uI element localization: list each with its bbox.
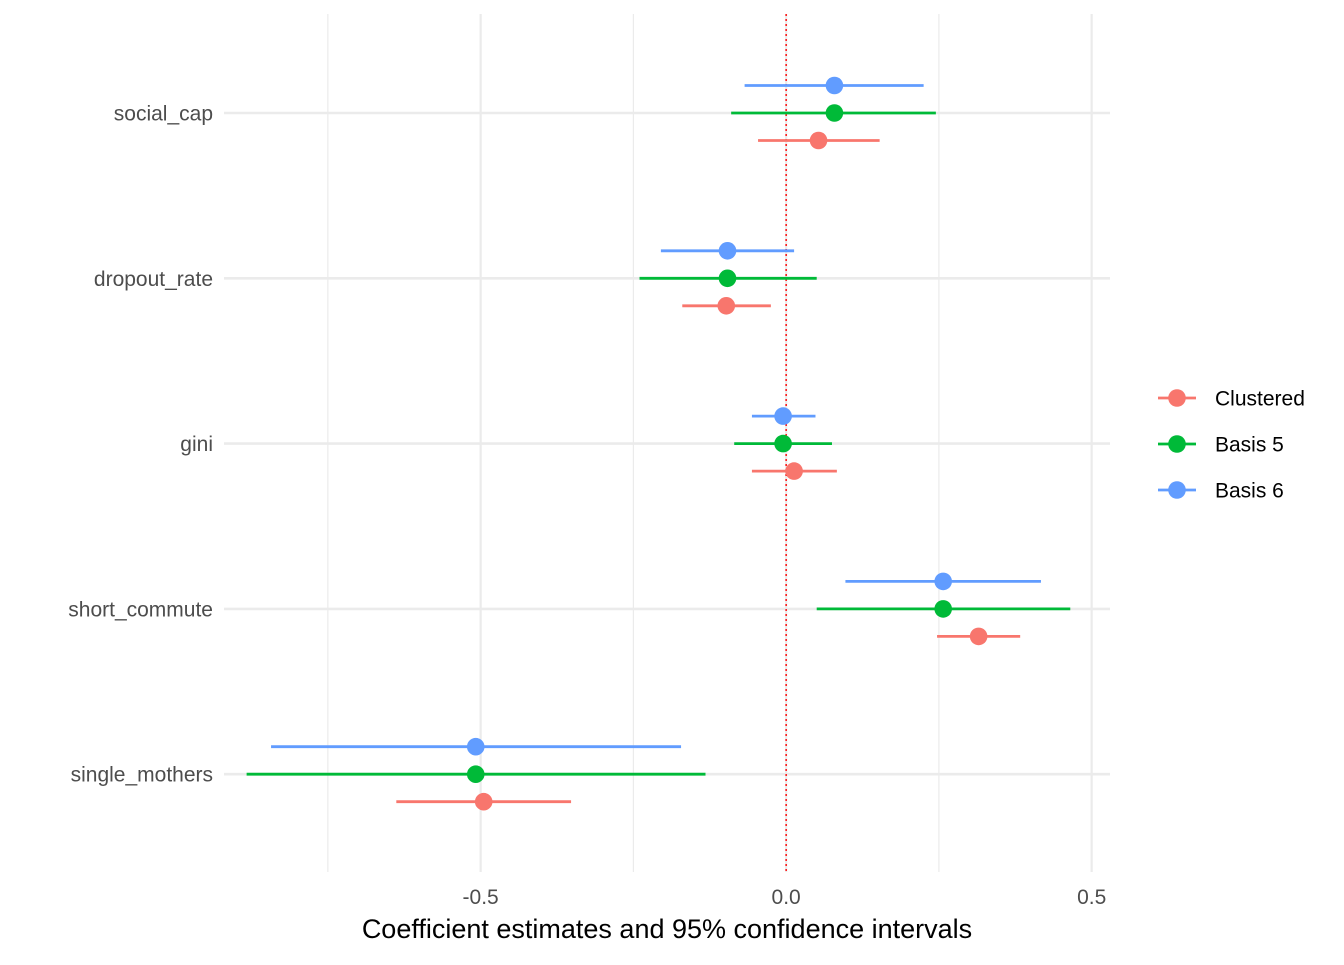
estimate-point-clustered-gini [785,462,803,480]
x-tick-label: 0.0 [772,886,801,909]
estimate-point-basis-5-single-mothers [466,765,485,783]
estimate-point-basis-6-social-cap [825,76,844,95]
data-layer [246,76,1071,811]
legend-item-basis-5: Basis 5 [1158,434,1284,457]
y-tick-label-short-commute: short_commute [68,598,213,621]
y-tick-label-single-mothers: single_mothers [71,764,213,787]
estimate-point-clustered-short-commute [969,627,988,646]
x-tick-label: 0.5 [1077,886,1106,909]
y-tick-label-gini: gini [180,433,213,456]
x-tick-label: -0.5 [463,886,499,909]
y-tick-label-social-cap: social_cap [114,103,213,126]
grid-layer [224,14,1110,872]
legend: Clustered Basis 5 Basis 6 [1158,388,1305,503]
estimate-point-basis-5-social-cap [825,104,844,122]
estimate-point-basis-6-gini [774,407,792,425]
legend-item-clustered: Clustered [1158,388,1305,411]
estimate-point-clustered-social-cap [809,131,828,150]
estimate-point-clustered-dropout-rate [717,297,736,315]
estimate-point-basis-6-short-commute [934,572,952,591]
estimate-point-basis-6-single-mothers [466,737,485,756]
x-axis-title: Coefficient estimates and 95% confidence… [362,914,972,944]
estimate-point-clustered-single-mothers [474,792,493,811]
legend-label: Basis 5 [1215,434,1284,457]
legend-key-point [1168,481,1186,499]
legend-key-point [1168,435,1186,453]
estimate-point-basis-5-short-commute [934,600,952,618]
legend-label: Basis 6 [1215,480,1284,503]
y-tick-label-dropout-rate: dropout_rate [94,268,213,291]
legend-key-point [1168,389,1186,407]
legend-item-basis-6: Basis 6 [1158,480,1284,503]
estimate-point-basis-5-gini [774,434,792,453]
legend-label: Clustered [1215,388,1305,411]
estimate-point-basis-5-dropout-rate [718,269,737,288]
estimate-point-basis-6-dropout-rate [718,242,737,260]
